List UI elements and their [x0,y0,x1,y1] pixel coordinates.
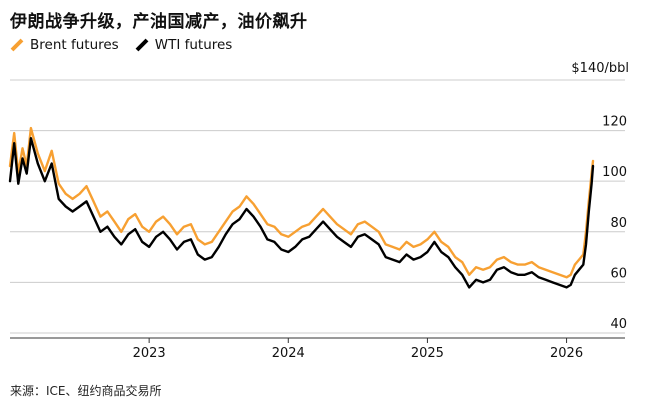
y-unit-label: $140/bbl [571,61,629,76]
series-line-brent [8,126,595,279]
legend-label-wti: WTI futures [154,37,233,53]
x-tick-label-2025: 2025 [411,346,444,361]
y-tick-label-120: 120 [602,115,627,130]
series-line-wti [8,136,595,289]
legend-label-brent: Brent futures [30,37,119,53]
legend-item-brent: Brent futures [10,37,119,53]
x-tick-label-2024: 2024 [272,346,305,361]
y-tick-label-100: 100 [602,165,627,180]
brent-legend-swatch-icon [10,38,24,52]
legend-item-wti: WTI futures [135,37,233,53]
legend: Brent futures WTI futures [10,37,248,53]
y-tick-label-80: 80 [610,216,627,231]
wti-legend-swatch-icon [135,38,149,52]
chart-title: 伊朗战争升级，产油国减产，油价飙升 [10,12,308,32]
y-tick-label-40: 40 [610,317,627,332]
x-tick-label-2023: 2023 [133,346,166,361]
source-note: 来源：ICE、纽约商品交易所 [10,384,162,398]
x-tick-label-2026: 2026 [550,346,583,361]
y-tick-label-60: 60 [610,266,627,281]
